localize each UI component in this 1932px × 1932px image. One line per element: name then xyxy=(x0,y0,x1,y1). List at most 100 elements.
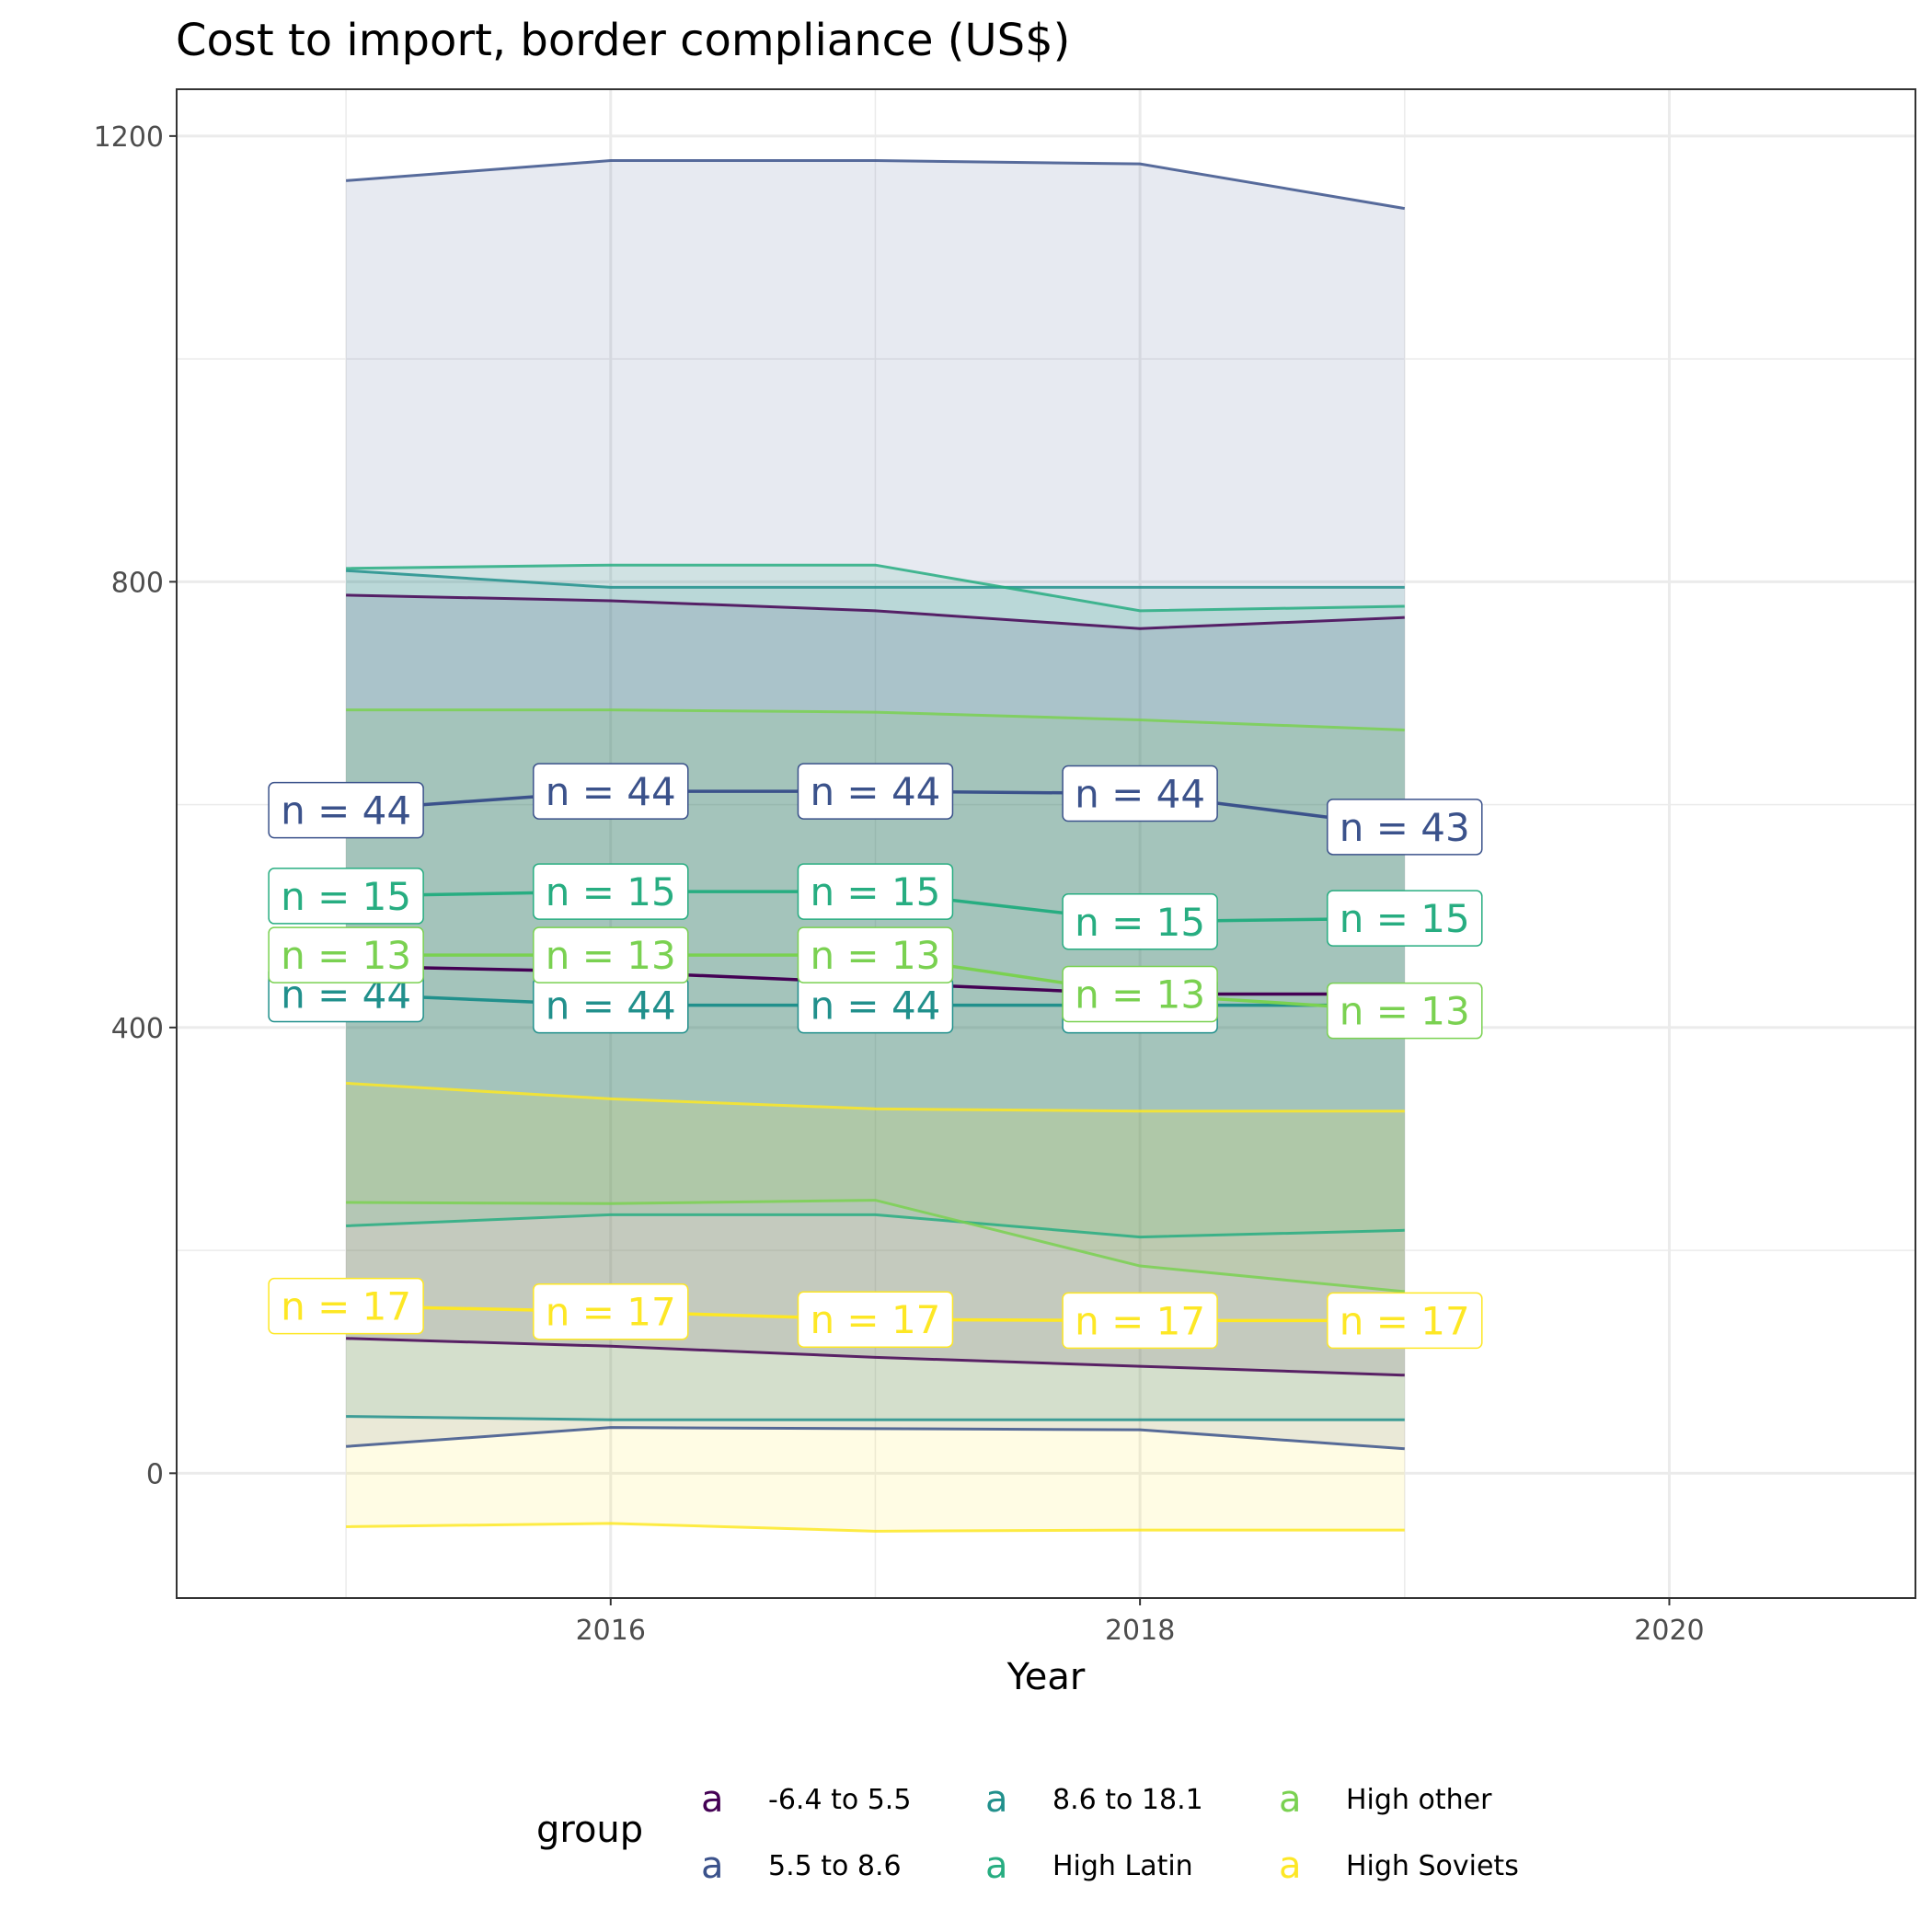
x-tick-label: 2020 xyxy=(1634,1615,1704,1647)
n-label: n = 44 xyxy=(797,976,954,1034)
n-label: n = 44 xyxy=(533,976,689,1034)
legend-key: a xyxy=(701,1845,724,1887)
n-label-box xyxy=(1327,1292,1483,1350)
lower-line-series-5 xyxy=(346,1199,1405,1294)
n-label-text: n = 43 xyxy=(1340,805,1470,850)
chart-title: Cost to import, border compliance (US$) xyxy=(176,15,1070,66)
plot-panel-border xyxy=(176,88,1916,1599)
n-label: n = 17 xyxy=(797,1291,954,1348)
y-tick-label: 800 xyxy=(111,567,164,599)
n-label: n = 13 xyxy=(1327,982,1483,1040)
legend-key: a xyxy=(985,1845,1008,1887)
n-label-box xyxy=(268,868,424,925)
x-axis: 2016 2018 2020 xyxy=(576,1598,1705,1647)
x-tick-label: 2018 xyxy=(1105,1615,1175,1647)
n-label-text: n = 15 xyxy=(546,869,676,914)
n-label-box xyxy=(268,1277,424,1335)
lower-line-series-2 xyxy=(346,1426,1405,1451)
n-label-text: n = 13 xyxy=(1075,972,1205,1018)
n-label: n = 13 xyxy=(1062,965,1218,1023)
n-label-text: n = 44 xyxy=(546,983,676,1029)
n-label-box xyxy=(1327,799,1483,856)
legend-key: a xyxy=(701,1778,724,1821)
n-label-text: n = 13 xyxy=(281,933,411,978)
legend: a -6.4 to 5.5 a 5.5 to 8.6 a 8.6 to 18.1 a High… xyxy=(701,1778,1519,1887)
n-label-text: n = 15 xyxy=(810,869,940,914)
n-label-text: n = 17 xyxy=(1075,1298,1205,1343)
n-label-box xyxy=(797,1291,954,1348)
n-label: n = 44 xyxy=(533,763,689,820)
n-label: n = 44 xyxy=(1062,765,1218,822)
n-label-box xyxy=(268,781,424,839)
legend-item: a High other xyxy=(1279,1778,1492,1821)
upper-line-series-4 xyxy=(346,563,1405,613)
n-label-text: n = 13 xyxy=(1340,989,1470,1034)
n-label: n = 13 xyxy=(268,926,424,983)
upper-line-series-6 xyxy=(346,1081,1405,1113)
n-label: n = 15 xyxy=(1062,893,1218,950)
n-label: n = 15 xyxy=(797,863,954,920)
n-label-box xyxy=(1327,890,1483,947)
n-label-text: n = 44 xyxy=(1075,771,1205,816)
legend-key: a xyxy=(985,1778,1008,1821)
n-label-box xyxy=(533,763,689,820)
x-axis-title: Year xyxy=(1006,1656,1086,1698)
legend-item: a High Soviets xyxy=(1279,1845,1519,1887)
n-label-text: n = 17 xyxy=(281,1284,411,1329)
n-label-box xyxy=(268,926,424,983)
upper-line-series-2 xyxy=(345,159,1406,211)
n-label-box xyxy=(1062,1292,1218,1350)
lower-line-series-4 xyxy=(346,1213,1405,1239)
n-label-text: n = 44 xyxy=(810,769,940,814)
n-label-text: n = 17 xyxy=(810,1297,940,1342)
legend-key: a xyxy=(1279,1778,1302,1821)
legend-label: High Soviets xyxy=(1346,1850,1519,1882)
n-label-text: n = 15 xyxy=(281,874,411,919)
n-label: n = 44 xyxy=(797,763,954,820)
lower-line-series-6 xyxy=(346,1522,1405,1533)
legend-item: a 8.6 to 18.1 xyxy=(985,1778,1203,1821)
n-label: n = 44 xyxy=(268,781,424,839)
n-label-box xyxy=(797,863,954,920)
n-label: n = 15 xyxy=(533,863,689,920)
n-label-box xyxy=(1062,965,1218,1023)
n-label-box xyxy=(533,1282,689,1340)
legend-label: High Latin xyxy=(1052,1850,1193,1882)
lower-line-series-3 xyxy=(346,1415,1405,1421)
y-tick-label: 400 xyxy=(111,1013,164,1045)
n-label: n = 13 xyxy=(797,926,954,983)
n-label-text: n = 44 xyxy=(810,983,940,1029)
n-label-text: n = 13 xyxy=(810,933,940,978)
legend-item: a -6.4 to 5.5 xyxy=(701,1778,911,1821)
n-label-box xyxy=(533,863,689,920)
n-label-box xyxy=(797,763,954,820)
legend-item: a High Latin xyxy=(985,1845,1193,1887)
n-label-text: n = 15 xyxy=(1075,900,1205,945)
x-tick-label: 2016 xyxy=(576,1615,646,1647)
n-label-box xyxy=(797,926,954,983)
n-label-text: n = 17 xyxy=(546,1290,676,1335)
n-label: n = 17 xyxy=(533,1282,689,1340)
n-label: n = 15 xyxy=(1327,890,1483,947)
n-label: n = 43 xyxy=(1327,799,1483,856)
n-label-text: n = 13 xyxy=(546,933,676,978)
legend-title: group xyxy=(536,1809,643,1851)
legend-key: a xyxy=(1279,1845,1302,1887)
upper-line-series-5 xyxy=(346,708,1405,731)
legend-label: 8.6 to 18.1 xyxy=(1052,1784,1203,1816)
n-labels: n = 44 n = 44 n = 44 n = 44 n = 43 n = 44 n = … xyxy=(268,763,1483,1350)
legend-label: 5.5 to 8.6 xyxy=(768,1850,902,1882)
n-label: n = 13 xyxy=(533,926,689,983)
y-axis: 0 400 800 1200 xyxy=(94,121,177,1490)
upper-line-series-3 xyxy=(346,569,1405,589)
upper-line-series-1 xyxy=(346,593,1405,630)
n-label-box xyxy=(533,926,689,983)
n-label-text: n = 15 xyxy=(1340,896,1470,941)
n-label-box xyxy=(1062,765,1218,822)
n-label-box xyxy=(1327,982,1483,1040)
legend-label: High other xyxy=(1346,1784,1492,1816)
y-tick-label: 0 xyxy=(146,1458,164,1490)
n-label-text: n = 17 xyxy=(1340,1298,1470,1343)
lower-line-series-1 xyxy=(346,1337,1405,1377)
